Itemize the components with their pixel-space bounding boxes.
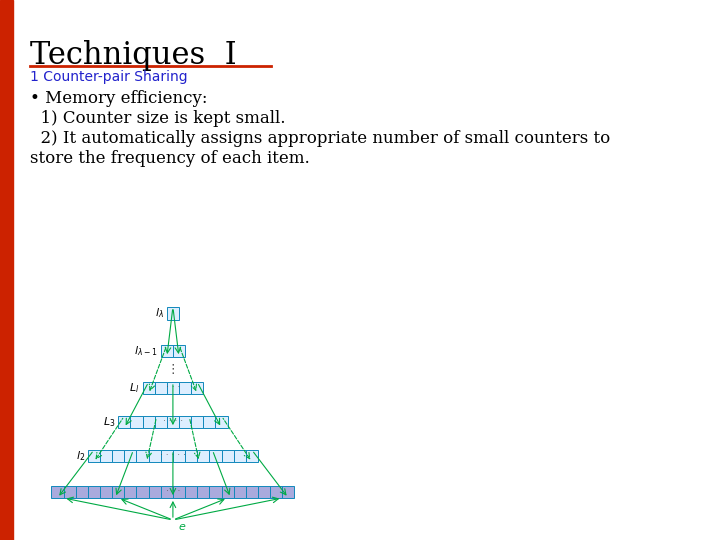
Bar bbox=[215, 416, 228, 428]
Bar bbox=[210, 486, 222, 498]
Bar bbox=[167, 382, 179, 394]
Bar bbox=[258, 486, 270, 498]
Text: • Memory efficiency:: • Memory efficiency: bbox=[30, 90, 207, 107]
Bar bbox=[185, 486, 197, 498]
Bar bbox=[282, 486, 294, 498]
Bar bbox=[234, 486, 246, 498]
Bar bbox=[234, 450, 246, 462]
Text: · · ·: · · · bbox=[166, 488, 180, 496]
Text: $l_{\lambda}$: $l_{\lambda}$ bbox=[155, 307, 164, 320]
Text: · · ·: · · · bbox=[166, 383, 180, 393]
Bar bbox=[137, 450, 148, 462]
Bar bbox=[112, 450, 125, 462]
Bar bbox=[143, 416, 155, 428]
Bar bbox=[161, 450, 173, 462]
Bar bbox=[125, 486, 137, 498]
Bar bbox=[197, 450, 210, 462]
Bar bbox=[246, 450, 258, 462]
Text: $l_{\lambda-1}$: $l_{\lambda-1}$ bbox=[135, 344, 158, 358]
Bar bbox=[191, 382, 203, 394]
Bar bbox=[167, 416, 179, 428]
Bar bbox=[143, 382, 155, 394]
Bar bbox=[137, 486, 148, 498]
Bar bbox=[270, 486, 282, 498]
Bar bbox=[246, 486, 258, 498]
Bar bbox=[130, 416, 143, 428]
Text: Techniques  I: Techniques I bbox=[30, 40, 237, 71]
Text: 1) Counter size is kept small.: 1) Counter size is kept small. bbox=[30, 110, 285, 127]
Bar bbox=[173, 450, 185, 462]
Bar bbox=[118, 416, 130, 428]
Text: $L_l$: $L_l$ bbox=[130, 381, 140, 395]
Text: store the frequency of each item.: store the frequency of each item. bbox=[30, 150, 310, 167]
Bar bbox=[155, 416, 167, 428]
Bar bbox=[179, 416, 191, 428]
Bar bbox=[167, 307, 179, 320]
Bar bbox=[88, 486, 100, 498]
Text: · · · · ·: · · · · · bbox=[160, 451, 186, 461]
Bar bbox=[179, 382, 191, 394]
Bar bbox=[222, 450, 234, 462]
Bar bbox=[185, 450, 197, 462]
Text: ⋮: ⋮ bbox=[166, 363, 179, 376]
Bar bbox=[173, 486, 185, 498]
Bar bbox=[148, 486, 161, 498]
Bar bbox=[161, 486, 173, 498]
Text: 2) It automatically assigns appropriate number of small counters to: 2) It automatically assigns appropriate … bbox=[30, 130, 610, 147]
Bar bbox=[161, 345, 173, 357]
Bar bbox=[197, 486, 210, 498]
Text: $L_3$: $L_3$ bbox=[103, 415, 115, 429]
Bar bbox=[125, 450, 137, 462]
Bar bbox=[112, 486, 125, 498]
Text: $e$: $e$ bbox=[178, 522, 186, 532]
Bar bbox=[222, 486, 234, 498]
Bar bbox=[63, 486, 76, 498]
Text: · · · ·: · · · · bbox=[163, 417, 183, 427]
Bar bbox=[203, 416, 215, 428]
Bar bbox=[191, 416, 203, 428]
Bar bbox=[76, 486, 88, 498]
Bar bbox=[0, 0, 13, 540]
Text: 1 Counter-pair Sharing: 1 Counter-pair Sharing bbox=[30, 70, 187, 84]
Bar bbox=[88, 450, 100, 462]
Text: $l_2$: $l_2$ bbox=[76, 449, 85, 463]
Bar bbox=[210, 450, 222, 462]
Bar bbox=[148, 450, 161, 462]
Bar bbox=[173, 345, 185, 357]
Bar bbox=[155, 382, 167, 394]
Bar bbox=[51, 486, 63, 498]
Bar bbox=[100, 450, 112, 462]
Bar bbox=[100, 486, 112, 498]
